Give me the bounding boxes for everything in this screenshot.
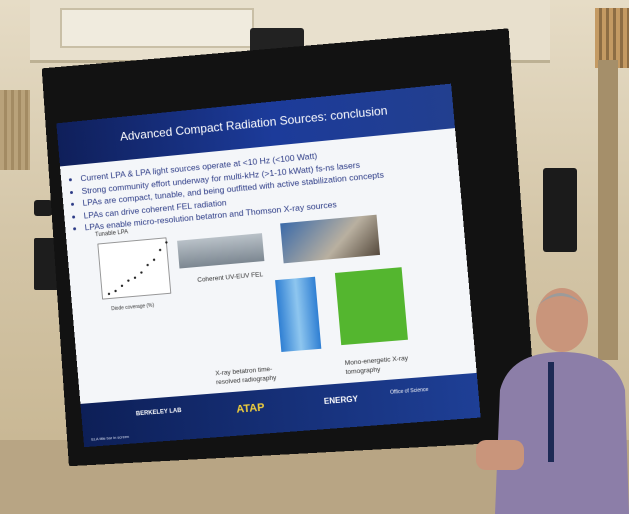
projected-slide: Advanced Compact Radiation Sources: conc… — [56, 84, 480, 448]
presenter — [470, 280, 629, 514]
wall-camera — [34, 200, 52, 216]
lab-photo — [280, 215, 380, 264]
lanyard — [548, 362, 554, 462]
atap-logo: ATAP — [236, 398, 317, 416]
xray-image — [275, 277, 321, 352]
scatter-plot: Diode coverage (%) — [88, 236, 174, 314]
window-blind — [595, 8, 629, 68]
presenter-hand — [476, 440, 524, 470]
tomography-image — [335, 267, 408, 345]
mono-label: Mono-energetic X-ray tomography — [344, 353, 425, 377]
plot-xlabel: Diode coverage (%) — [111, 303, 155, 313]
presenter-head — [536, 288, 588, 352]
lab-image — [177, 233, 264, 268]
ceiling-vent — [60, 8, 254, 48]
presenter-shirt — [495, 352, 629, 514]
berkeley-logo: BERKELEY LAB — [136, 406, 205, 417]
wall-panel — [0, 90, 30, 170]
right-speaker — [543, 168, 577, 252]
xray-label: X-ray betatron time-resolved radiography — [215, 363, 296, 387]
uv-label: Coherent UV-EUV FEL — [197, 270, 277, 284]
